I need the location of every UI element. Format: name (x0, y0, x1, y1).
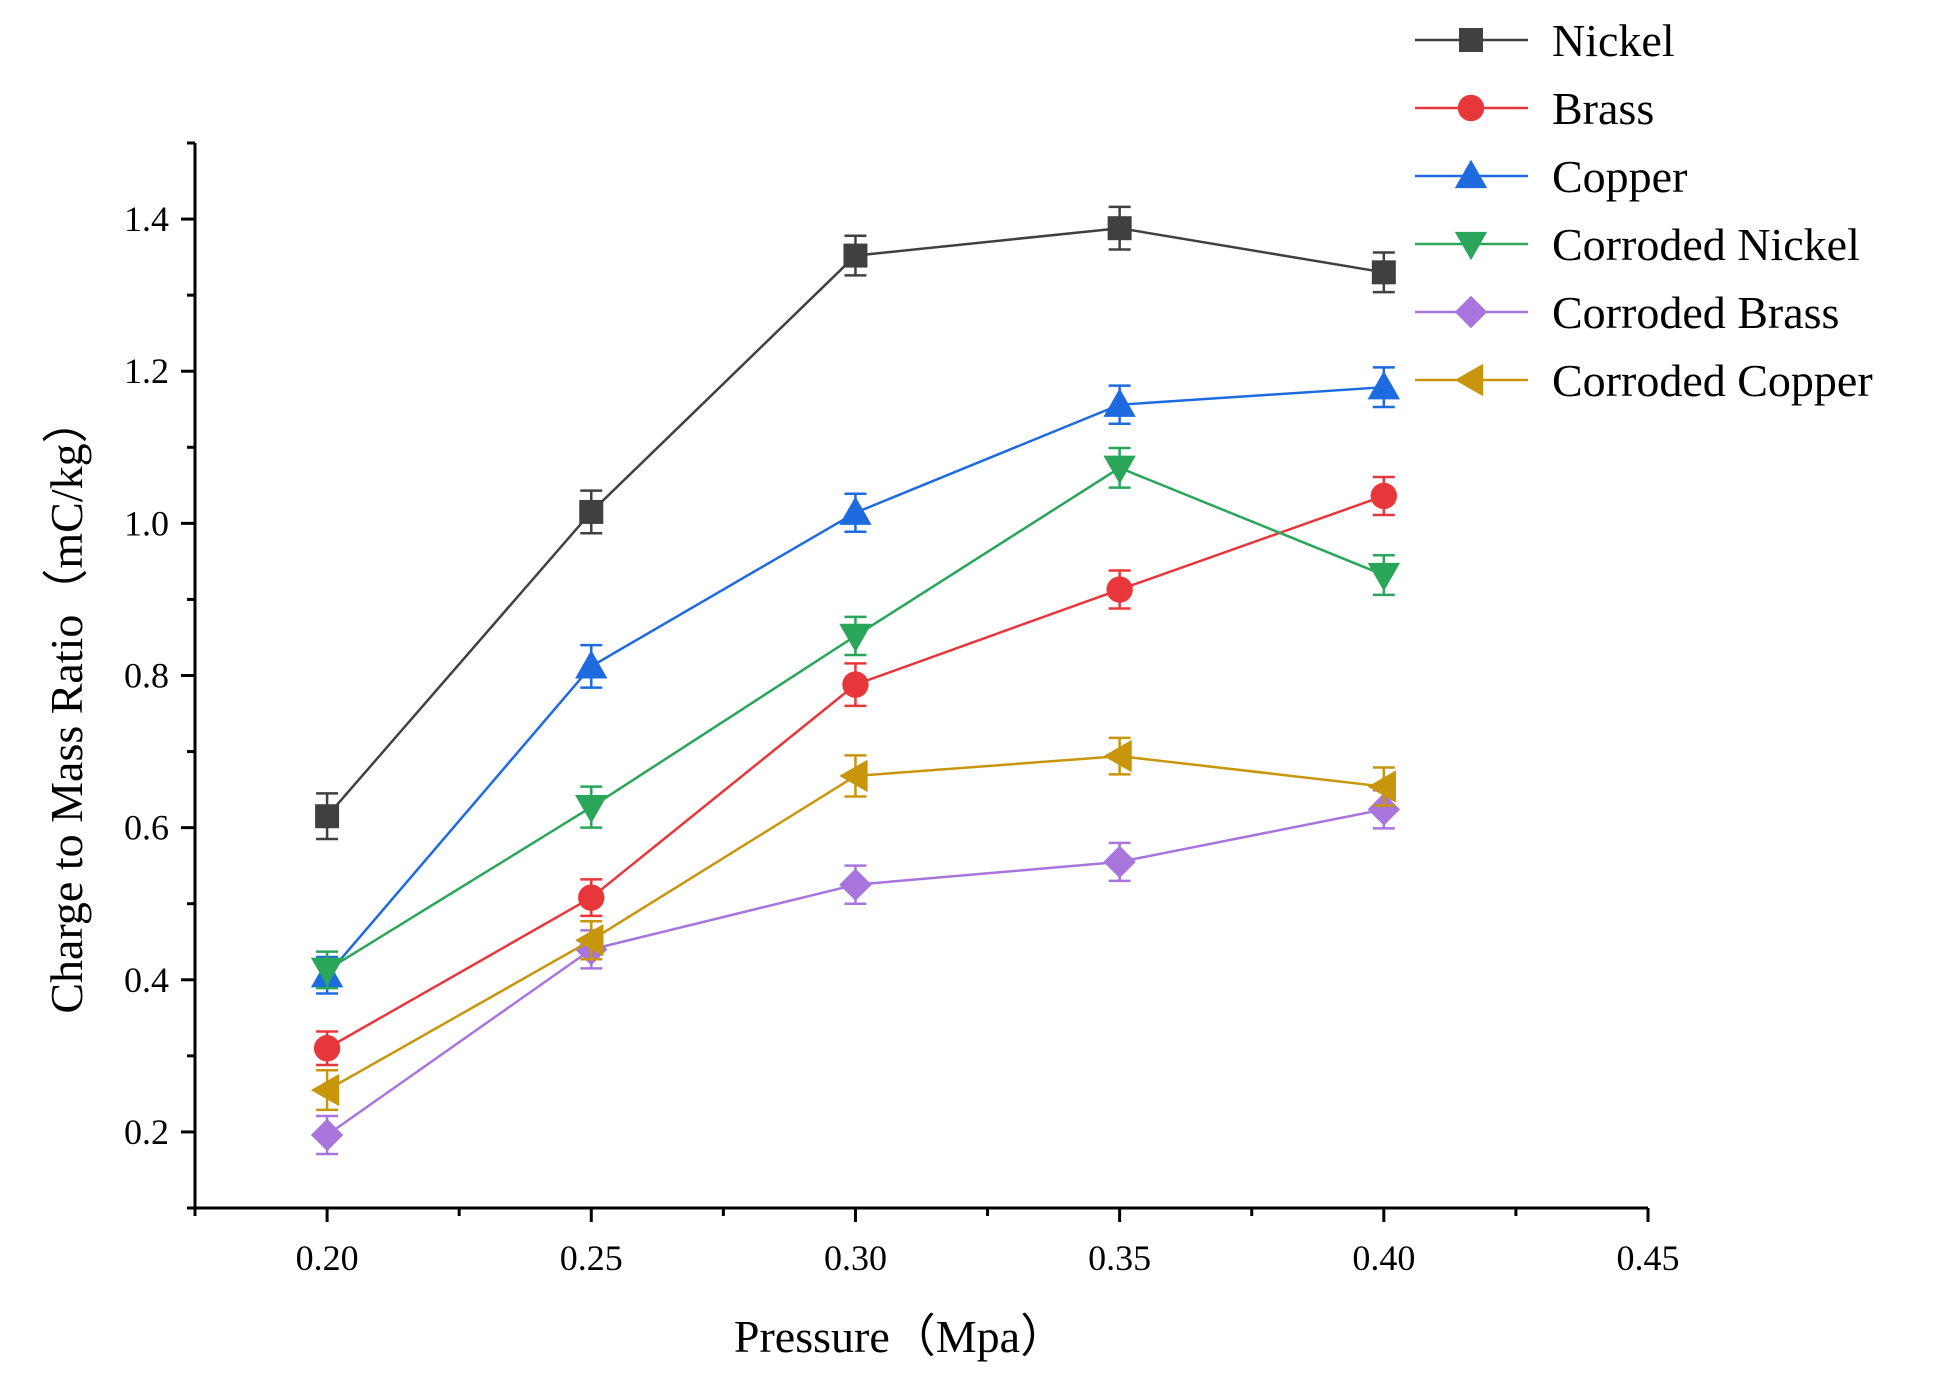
data-point (839, 623, 872, 653)
data-point (579, 499, 604, 524)
data-point (310, 957, 344, 987)
y-tick-label: 1.0 (124, 503, 169, 543)
series-corroded-nickel (310, 446, 1401, 990)
legend-item: Copper (1415, 151, 1687, 202)
legend-label: Brass (1552, 83, 1654, 134)
data-point (839, 496, 872, 525)
y-axis-title: Charge to Mass Ratio（mC/kg） (41, 397, 92, 1013)
x-axis-title: Pressure（Mpa） (734, 1311, 1066, 1362)
x-tick-label: 0.45 (1617, 1238, 1680, 1278)
data-point (1103, 845, 1136, 879)
y-tick-label: 0.8 (124, 656, 169, 696)
legend-marker (1454, 295, 1488, 329)
data-point (1103, 455, 1136, 485)
legend-marker (1454, 363, 1484, 397)
data-point (1367, 770, 1396, 803)
axes: 0.20 0.25 0.30 0.35 0.40 0.45 0.2 0.4 0.6 0.8 1.0 1… (124, 141, 1680, 1278)
legend-marker (1454, 231, 1488, 261)
legend-label: Copper (1552, 151, 1687, 202)
y-tick-label: 0.4 (124, 960, 169, 1000)
legend-marker (1459, 28, 1483, 52)
data-point (310, 1118, 344, 1152)
y-tick-label: 1.4 (124, 199, 169, 239)
data-point (1371, 260, 1396, 285)
data-point (578, 884, 605, 911)
data-point (1367, 793, 1401, 826)
data-point (575, 794, 608, 824)
legend-label: Corroded Brass (1552, 287, 1839, 338)
series-corroded-copper (310, 736, 1396, 1112)
data-point (1103, 388, 1136, 417)
y-tick-label: 0.2 (124, 1112, 169, 1152)
data-point (313, 1035, 341, 1062)
x-tick-label: 0.35 (1088, 1238, 1151, 1278)
data-point (1367, 562, 1401, 592)
data-point (315, 804, 340, 829)
series-nickel (315, 205, 1396, 841)
data-point (1103, 739, 1132, 773)
x-tick-label: 0.30 (824, 1238, 887, 1278)
x-tick-label: 0.40 (1352, 1238, 1415, 1278)
data-point (310, 1073, 340, 1107)
series-brass (313, 475, 1398, 1067)
data-point (1367, 370, 1401, 400)
legend: Nickel Brass Copper Corroded Nickel Corroded… (1415, 15, 1873, 406)
data-point (843, 243, 868, 268)
y-tick-label: 1.2 (124, 351, 169, 391)
series-corroded-brass (310, 789, 1401, 1156)
legend-item: Corroded Copper (1415, 355, 1873, 406)
legend-marker (1454, 159, 1488, 189)
data-point (839, 759, 868, 793)
legend-label: Corroded Copper (1552, 355, 1873, 406)
data-point (839, 868, 872, 901)
legend-label: Corroded Nickel (1552, 219, 1860, 270)
data-point (1107, 216, 1132, 241)
legend-label: Nickel (1552, 15, 1675, 66)
series-line (326, 808, 1385, 1136)
data-point (1106, 576, 1133, 603)
data-point (842, 671, 869, 698)
series-layer (310, 205, 1401, 1156)
data-point (1370, 482, 1398, 510)
legend-item: Nickel (1415, 15, 1675, 66)
x-tick-label: 0.25 (560, 1238, 623, 1278)
data-point (575, 650, 608, 679)
legend-marker (1457, 94, 1485, 122)
y-tick-label: 0.6 (124, 808, 169, 848)
series-line (326, 754, 1384, 1092)
legend-item: Corroded Brass (1415, 287, 1839, 338)
x-tick-label: 0.20 (296, 1238, 359, 1278)
legend-item: Corroded Nickel (1415, 219, 1860, 270)
data-point (575, 924, 604, 957)
legend-item: Brass (1415, 83, 1654, 134)
